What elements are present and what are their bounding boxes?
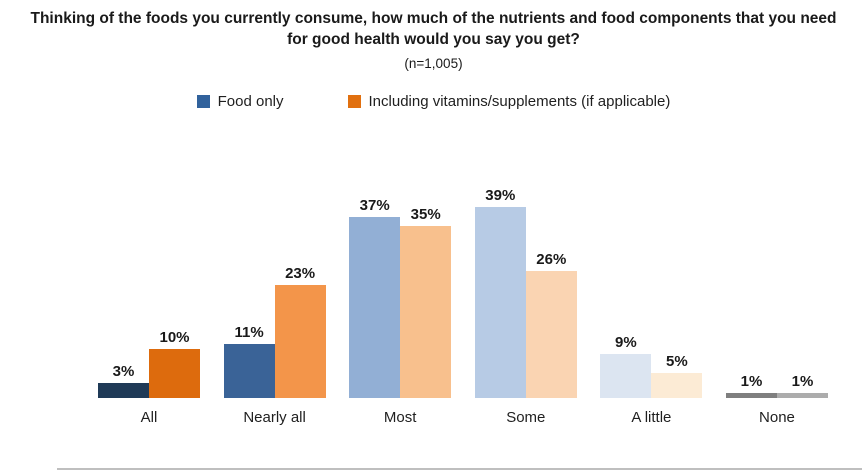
legend-swatch-supplements-icon xyxy=(347,94,361,108)
bar-value-label: 1% xyxy=(740,372,763,390)
bar-supplements xyxy=(525,270,577,398)
bar-wrap: 26% xyxy=(525,250,577,398)
bar-wrap: 23% xyxy=(274,264,326,398)
bar-wrap: 3% xyxy=(98,363,149,398)
bar-pair: 39% 26% xyxy=(474,182,577,398)
legend-swatch-food-only-icon xyxy=(196,94,210,108)
bar-wrap: 1% xyxy=(725,372,777,398)
legend-label-supplements: Including vitamins/supplements (if appli… xyxy=(368,92,671,110)
bar-value-label: 11% xyxy=(234,323,264,341)
bar-value-label: 37% xyxy=(359,196,390,214)
legend-item-supplements: Including vitamins/supplements (if appli… xyxy=(347,92,671,110)
bar-value-label: 35% xyxy=(410,205,441,223)
x-axis-line xyxy=(57,467,862,470)
bar-value-label: 23% xyxy=(285,264,316,282)
bar-group-some: 39% 26% Some xyxy=(474,182,577,426)
legend-label-food-only: Food only xyxy=(217,92,284,110)
bar-pair: 3% 10% xyxy=(98,182,200,398)
category-label: All xyxy=(140,408,158,426)
bar-supplements xyxy=(149,348,200,398)
bar-group-nearly-all: 11% 23% Nearly all xyxy=(223,182,326,426)
category-label: Nearly all xyxy=(243,408,306,426)
category-label: Most xyxy=(383,408,417,426)
bar-pair: 1% 1% xyxy=(725,182,828,398)
bar-group-a-little: 9% 5% A little xyxy=(600,182,703,426)
bar-wrap: 10% xyxy=(149,329,200,398)
bar-wrap: 5% xyxy=(651,352,703,398)
bar-value-label: 10% xyxy=(159,328,190,346)
bar-food-only xyxy=(349,216,401,398)
plot-area: 3% 10% All 11% 23% Nearly all 37% 35% Most 39% 26%… xyxy=(57,182,862,470)
bar-value-label: 1% xyxy=(791,372,814,390)
bar-pair: 37% 35% xyxy=(349,182,452,398)
bar-supplements xyxy=(400,225,452,398)
bar-group-none: 1% 1% None xyxy=(725,182,828,426)
bar-wrap: 37% xyxy=(349,196,401,398)
bar-wrap: 1% xyxy=(776,372,828,398)
bar-value-label: 3% xyxy=(112,362,135,380)
chart-title: Thinking of the foods you currently cons… xyxy=(30,10,837,48)
bar-group-all: 3% 10% All xyxy=(98,182,200,426)
bar-supplements xyxy=(776,392,828,398)
bar-supplements xyxy=(274,284,326,398)
bar-food-only xyxy=(600,353,652,398)
legend-item-food-only: Food only xyxy=(196,92,284,110)
chart-legend: Food only Including vitamins/supplements… xyxy=(0,93,867,110)
chart-subtitle: (n=1,005) xyxy=(404,55,463,71)
category-label: A little xyxy=(631,408,672,426)
bar-value-label: 5% xyxy=(666,352,688,370)
bar-group-most: 37% 35% Most xyxy=(349,182,452,426)
bar-groups: 3% 10% All 11% 23% Nearly all 37% 35% Most 39% 26%… xyxy=(57,182,862,426)
bar-pair: 9% 5% xyxy=(600,182,703,398)
bar-supplements xyxy=(651,372,703,398)
bar-wrap: 39% xyxy=(474,186,526,398)
bar-food-only xyxy=(223,343,275,398)
bar-food-only xyxy=(474,206,526,398)
bar-value-label: 26% xyxy=(536,250,567,268)
bar-wrap: 35% xyxy=(400,205,452,398)
bar-pair: 11% 23% xyxy=(223,182,326,398)
bar-value-label: 39% xyxy=(485,186,516,204)
category-label: None xyxy=(759,408,795,426)
bar-food-only xyxy=(98,382,149,398)
category-label: Some xyxy=(506,408,546,426)
bar-wrap: 11% xyxy=(223,323,275,398)
bar-wrap: 9% xyxy=(600,333,652,398)
bar-food-only xyxy=(725,392,777,398)
bar-value-label: 9% xyxy=(615,333,637,351)
